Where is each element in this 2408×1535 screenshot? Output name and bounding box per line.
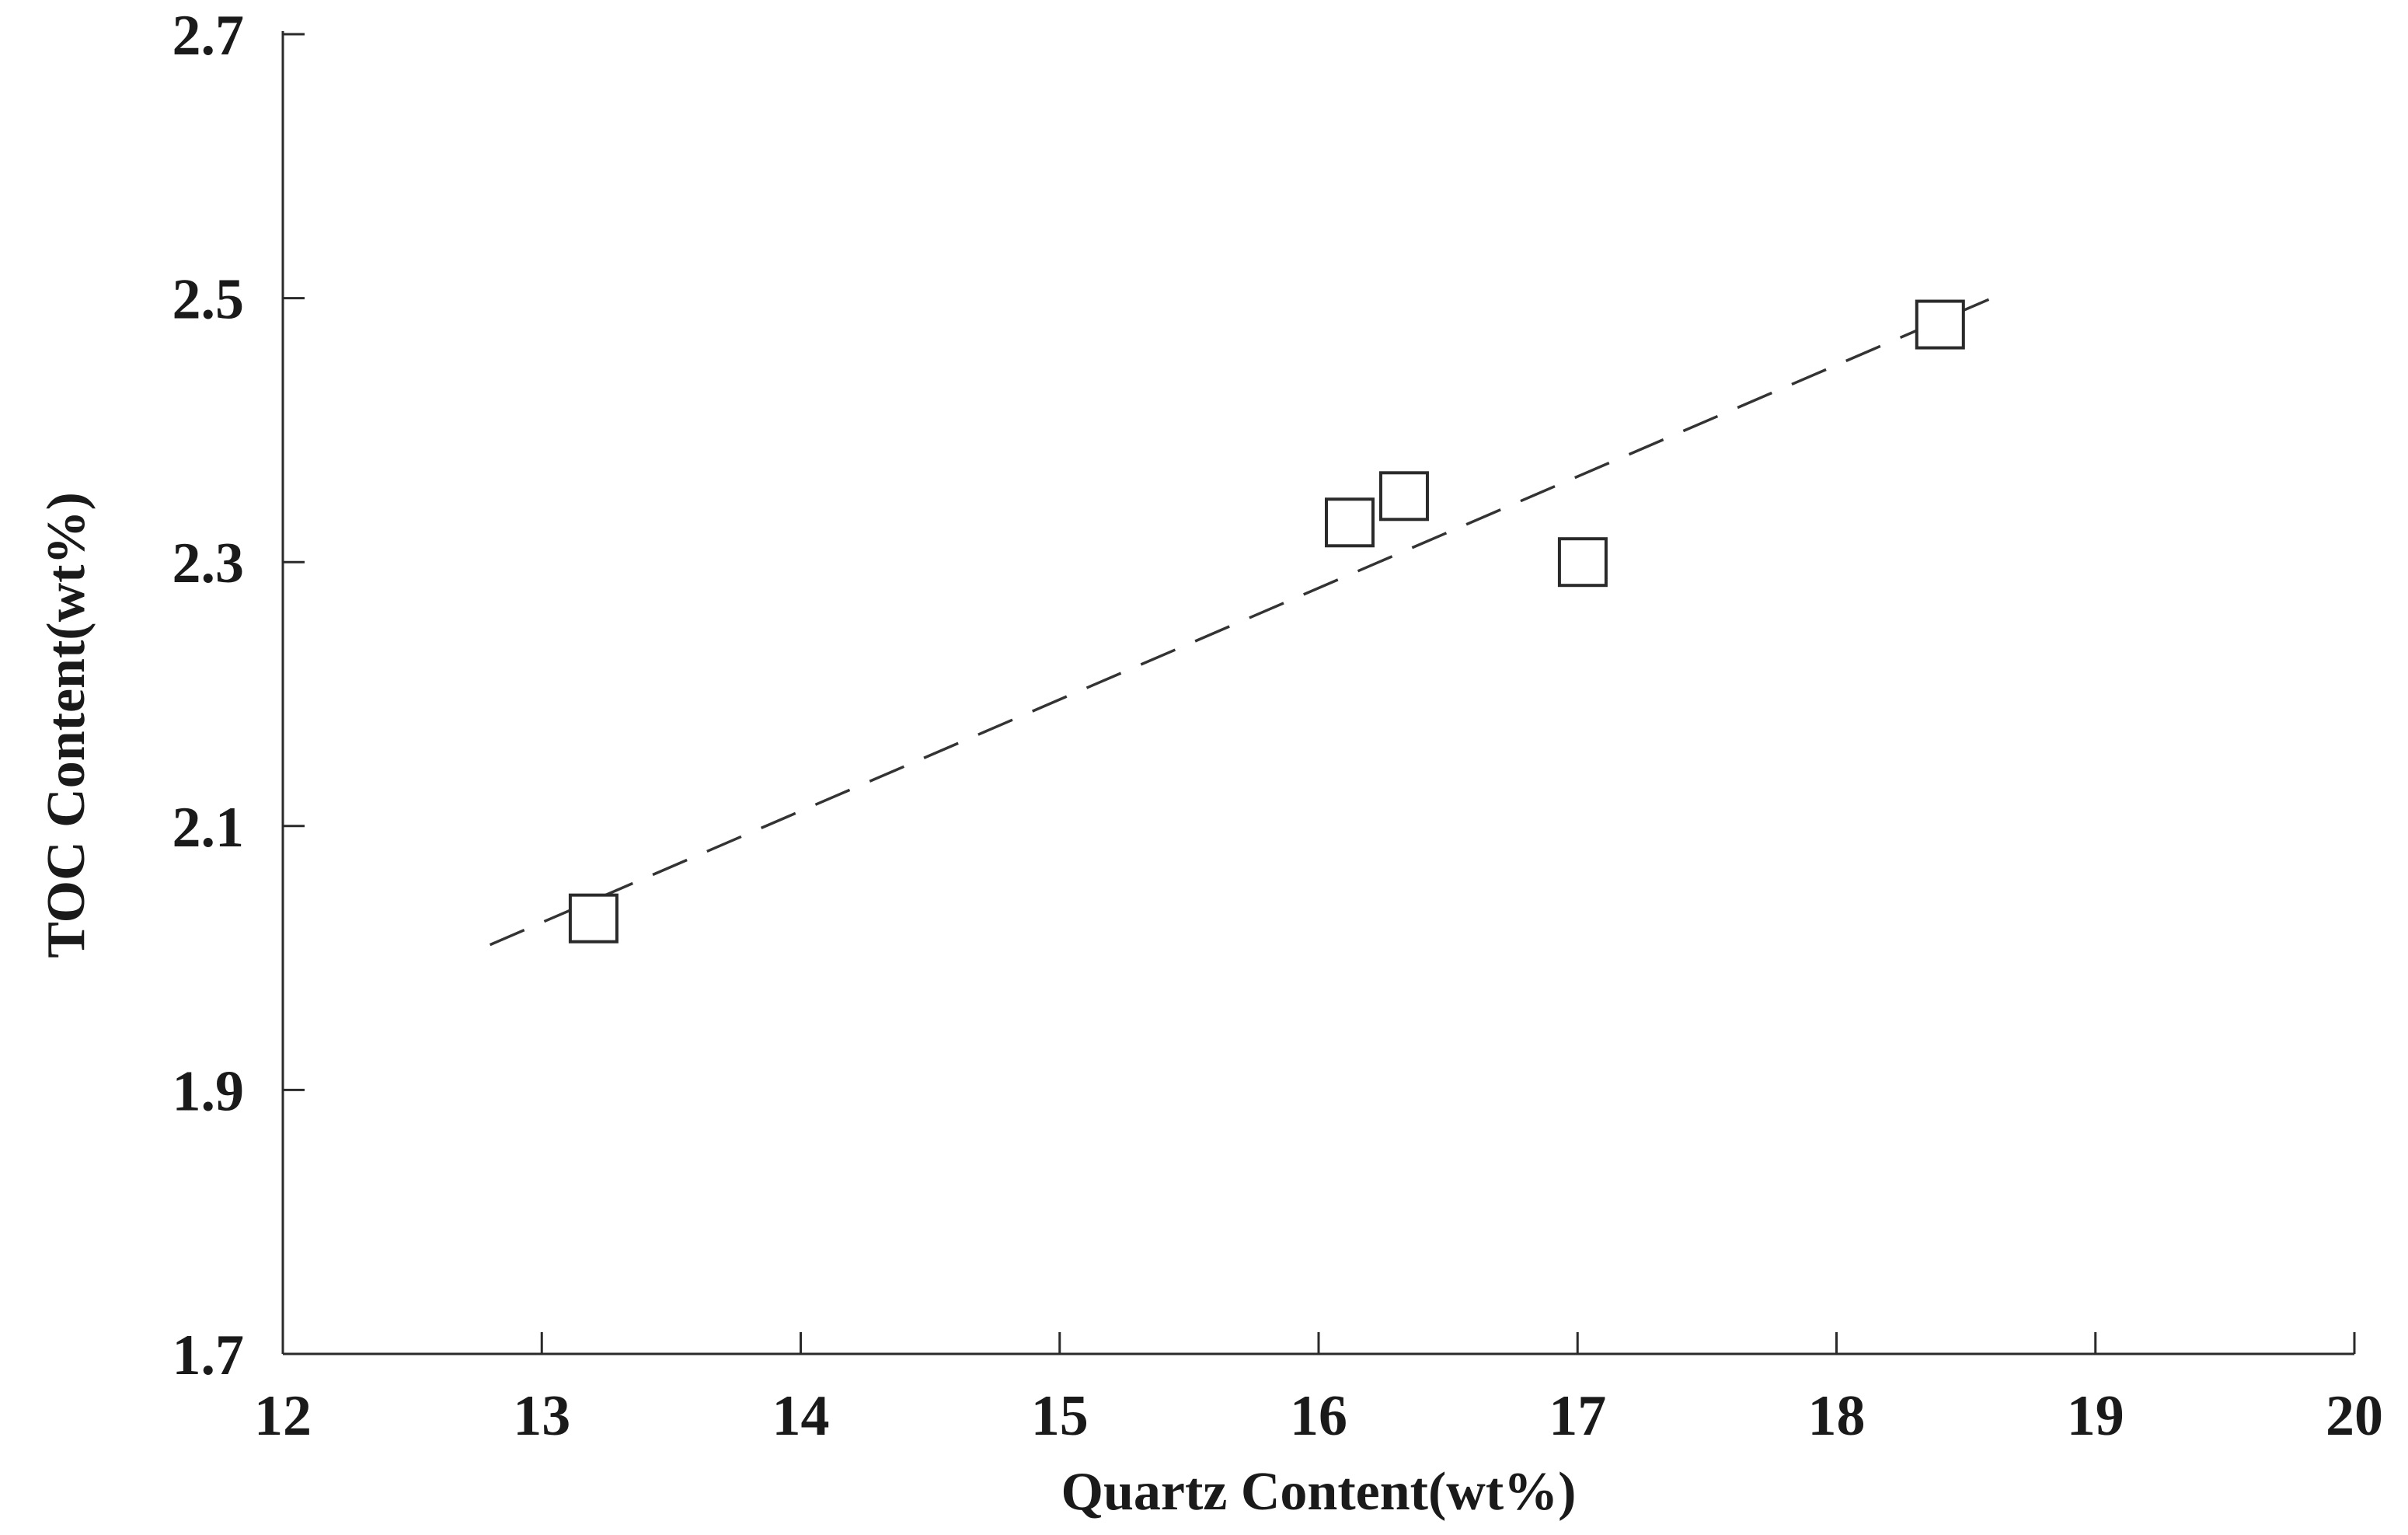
x-tick-label: 15 (1031, 1384, 1089, 1448)
x-tick-label: 14 (772, 1384, 830, 1448)
x-tick-label: 20 (2326, 1384, 2383, 1448)
data-point-marker (1557, 537, 1608, 588)
data-point-marker (1324, 497, 1375, 548)
y-tick-label: 2.3 (172, 532, 245, 595)
data-point-marker (1378, 471, 1429, 522)
trendline-group (489, 296, 1993, 947)
y-tick-label: 2.5 (172, 268, 245, 332)
y-axis-ticks: 1.7 1.9 2.1 2.3 2.5 2.7 (172, 4, 305, 1387)
x-tick-label: 12 (254, 1384, 312, 1448)
data-point-marker (1915, 299, 1965, 350)
x-axis-ticks: 12 13 14 15 16 17 18 19 20 (254, 1332, 2383, 1448)
data-point-marker (568, 893, 619, 944)
y-tick-label: 1.9 (172, 1059, 245, 1123)
x-tick-label: 17 (1549, 1384, 1606, 1448)
x-tick-label: 13 (513, 1384, 570, 1448)
y-tick-label: 2.7 (172, 4, 245, 68)
x-tick-label: 18 (1808, 1384, 1866, 1448)
y-axis-title: TOC Content(wt%) (37, 492, 96, 958)
x-tick-label: 16 (1290, 1384, 1347, 1448)
data-points (568, 299, 1965, 944)
y-tick-label: 1.7 (172, 1324, 245, 1387)
axes (281, 31, 2354, 1355)
x-tick-label: 19 (2067, 1384, 2124, 1448)
y-tick-label: 2.1 (172, 796, 245, 860)
x-axis-title: Quartz Content(wt%) (1061, 1462, 1577, 1522)
trendline (489, 296, 1993, 947)
